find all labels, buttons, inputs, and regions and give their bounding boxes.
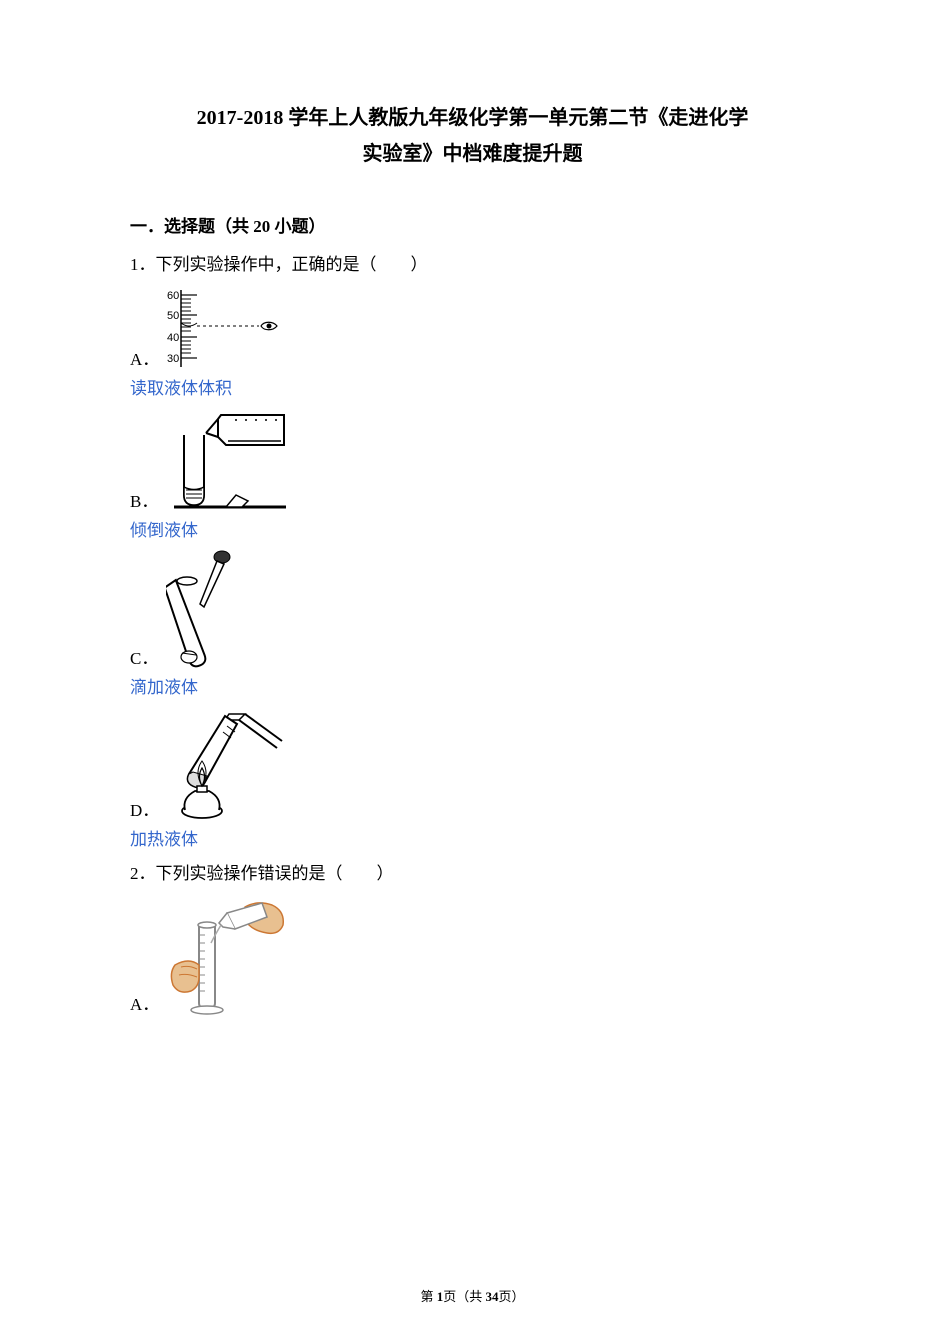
diagram-graduated-cylinder: 60 50 40 30 xyxy=(167,285,282,370)
option-1d-row: D． xyxy=(130,706,815,821)
option-1c-letter: C． xyxy=(130,644,158,669)
document-title-line2: 实验室》中档难度提升题 xyxy=(130,136,815,172)
svg-text:50: 50 xyxy=(167,310,179,322)
diagram-dropper xyxy=(166,549,246,669)
question-1-stem: 下列实验操作中，正确的是（ ） xyxy=(156,255,428,274)
option-1a-row: A． 60 50 40 30 xyxy=(130,285,815,370)
diagram-heating-liquid xyxy=(167,706,287,821)
question-2-stem: 下列实验操作错误的是（ ） xyxy=(156,864,394,883)
option-1b-letter: B． xyxy=(130,487,158,512)
footer-total-pages: 34 xyxy=(486,1289,499,1304)
diagram-pouring-into-cylinder xyxy=(167,895,292,1015)
question-2-number: 2． xyxy=(130,864,156,883)
option-1a-letter: A． xyxy=(130,345,159,370)
option-2a-letter: A． xyxy=(130,990,159,1015)
question-2-text: 2．下列实验操作错误的是（ ） xyxy=(130,858,815,890)
option-1c-row: C． xyxy=(130,549,815,669)
document-title-line1: 2017-2018 学年上人教版九年级化学第一单元第二节《走进化学 xyxy=(130,100,815,136)
footer-suffix: 页） xyxy=(499,1289,525,1304)
option-1d-letter: D． xyxy=(130,796,159,821)
svg-text:30: 30 xyxy=(167,353,179,365)
svg-text:40: 40 xyxy=(167,332,179,344)
option-1a-label: 读取液体体积 xyxy=(130,374,815,399)
svg-text:60: 60 xyxy=(167,290,179,302)
option-1b-label: 倾倒液体 xyxy=(130,516,815,541)
page-footer: 第 1页（共 34页） xyxy=(0,1286,945,1305)
option-2a-row: A． xyxy=(130,895,815,1015)
option-1b-row: B． xyxy=(130,407,815,512)
option-1c-label: 滴加液体 xyxy=(130,673,815,698)
question-1-text: 1．下列实验操作中，正确的是（ ） xyxy=(130,249,815,281)
footer-prefix: 第 xyxy=(420,1289,436,1304)
section-header: 一．选择题（共 20 小题） xyxy=(130,212,815,237)
footer-middle: 页（共 xyxy=(443,1289,485,1304)
diagram-pouring-liquid xyxy=(166,407,291,512)
question-1-number: 1． xyxy=(130,255,156,274)
option-1d-label: 加热液体 xyxy=(130,825,815,850)
